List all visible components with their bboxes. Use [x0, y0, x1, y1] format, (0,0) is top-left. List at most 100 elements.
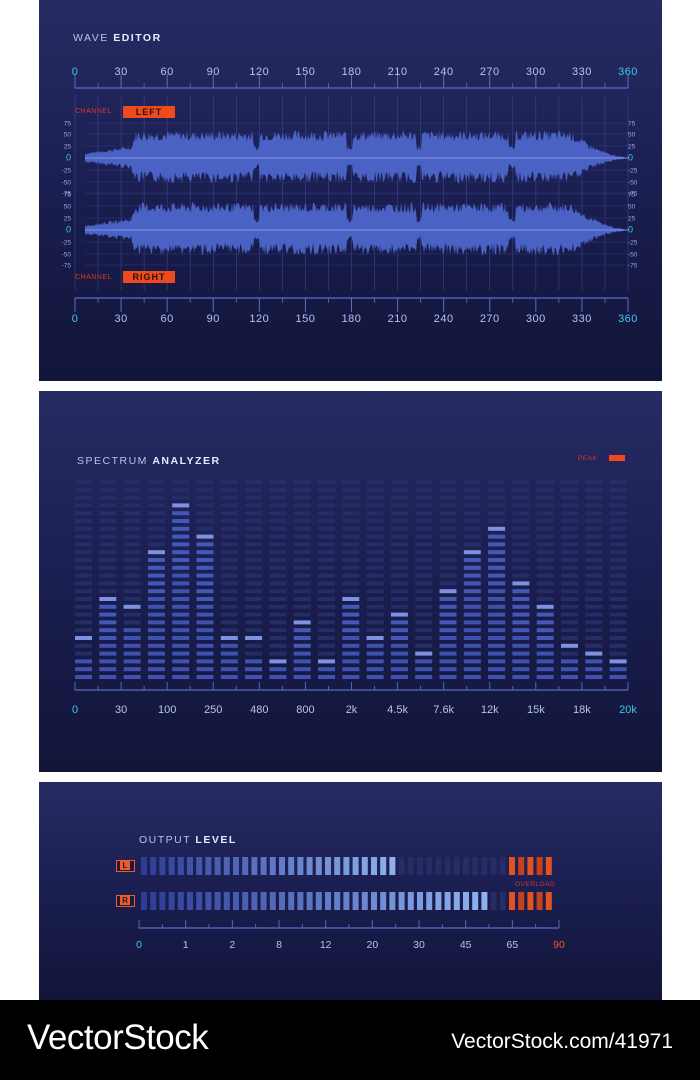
- amplitude-tick-label: -75: [62, 263, 72, 270]
- time-tick-label: 60: [161, 66, 174, 78]
- right-channel-waveform[interactable]: [85, 202, 629, 256]
- spectrum-band: [390, 480, 408, 679]
- right-channel-badge[interactable]: RIGHT: [123, 271, 175, 283]
- time-tick-label: 240: [434, 313, 454, 325]
- time-tick-label: 360: [618, 313, 638, 325]
- spectrum-band: [488, 480, 506, 679]
- right-meter-badge: R: [116, 895, 135, 907]
- spectrum-band: [75, 480, 92, 679]
- time-tick-label: 30: [114, 313, 127, 325]
- spectrum-band: [147, 480, 165, 679]
- amplitude-tick-label: 50: [628, 132, 636, 139]
- spectrum-band: [463, 480, 481, 679]
- time-tick-label: 360: [618, 66, 638, 78]
- amplitude-tick-label: 25: [628, 216, 636, 223]
- level-tick-label: 1: [183, 939, 189, 951]
- amplitude-tick-label: -50: [62, 252, 72, 259]
- wave-editor-title: WAVE EDITOR: [73, 32, 162, 44]
- spectrum-band: [293, 480, 311, 679]
- right-level-meter: [141, 892, 552, 910]
- spectrum-band: [439, 480, 457, 679]
- wave-editor-panel: WAVE EDITOR 0 30 60 90 120 150 180 210 240 270 300…: [39, 0, 662, 381]
- level-tick-label: 8: [276, 939, 282, 951]
- time-tick-label: 120: [249, 66, 269, 78]
- amplitude-tick-label: -50: [628, 252, 638, 259]
- frequency-tick-label: 20k: [619, 704, 637, 716]
- amplitude-tick-label: 0: [628, 153, 633, 163]
- amplitude-tick-label: -75: [628, 191, 638, 198]
- level-tick-label: 90: [553, 939, 565, 951]
- channel-label-left: CHANNEL: [75, 108, 112, 115]
- channel-label-right: CHANNEL: [75, 274, 112, 281]
- time-tick-label: 150: [295, 66, 315, 78]
- spectrum-band: [172, 480, 190, 679]
- level-tick-label: 65: [506, 939, 518, 951]
- time-tick-label: 180: [342, 66, 362, 78]
- spectrum-bands: [75, 480, 627, 679]
- spectrum-analyzer-panel: SPECTRUM ANALYZER PEAK 0 30 100 250 480 800 2k…: [39, 391, 662, 772]
- frequency-tick-label: 250: [204, 704, 222, 716]
- level-tick-label: 12: [320, 939, 332, 951]
- time-ruler-bottom[interactable]: 0 30 60 90 120 150 180 210 240 270 300 330 360: [72, 297, 638, 325]
- spectrum-display[interactable]: 0 30 100 250 480 800 2k 4.5k 7.6k 12k 15k 18k 20k: [39, 391, 662, 772]
- amplitude-tick-label: -75: [628, 263, 638, 270]
- output-level-panel: OUTPUT LEVEL L R OVERLOAD 0 1 2 8 12 20 30 45 65…: [39, 782, 662, 1000]
- amplitude-tick-label: 50: [64, 204, 72, 211]
- time-tick-label: 210: [388, 66, 408, 78]
- spectrum-band: [561, 480, 578, 679]
- spectrum-band: [196, 480, 214, 679]
- frequency-tick-label: 18k: [573, 704, 591, 716]
- spectrum-band: [609, 480, 627, 679]
- level-tick-label: 0: [136, 939, 142, 951]
- amplitude-tick-label: 25: [64, 216, 72, 223]
- time-tick-label: 330: [572, 66, 592, 78]
- level-tick-label: 45: [460, 939, 472, 951]
- peak-legend-swatch: [609, 455, 625, 461]
- amplitude-tick-label: 75: [64, 192, 72, 199]
- spectrum-band: [415, 480, 433, 679]
- frequency-tick-label: 480: [250, 704, 268, 716]
- image-url: VectorStock.com/41971: [451, 1030, 673, 1053]
- left-channel-waveform[interactable]: [85, 130, 629, 184]
- time-tick-label: 60: [161, 313, 174, 325]
- spectrum-band: [342, 480, 360, 679]
- time-tick-label: 300: [526, 313, 546, 325]
- amplitude-tick-label: 50: [628, 204, 636, 211]
- time-tick-label: 90: [207, 313, 220, 325]
- amplitude-tick-label: -50: [62, 180, 72, 187]
- frequency-tick-label: 30: [115, 704, 127, 716]
- left-channel-badge[interactable]: LEFT: [123, 106, 175, 118]
- frequency-tick-label: 15k: [527, 704, 545, 716]
- time-tick-label: 0: [72, 66, 79, 78]
- output-meters: 0 1 2 8 12 20 30 45 65 90: [136, 857, 565, 951]
- level-tick-label: 30: [413, 939, 425, 951]
- level-tick-label: 20: [366, 939, 378, 951]
- amplitude-tick-label: 50: [64, 132, 72, 139]
- left-level-meter: [141, 857, 552, 875]
- spectrum-band: [269, 480, 287, 679]
- frequency-tick-label: 100: [158, 704, 176, 716]
- time-tick-label: 120: [249, 313, 269, 325]
- frequency-tick-label: 2k: [346, 704, 358, 716]
- amplitude-tick-label: 75: [628, 121, 636, 128]
- time-tick-label: 180: [342, 313, 362, 325]
- amplitude-tick-label: -25: [62, 168, 72, 175]
- time-tick-label: 270: [480, 313, 500, 325]
- frequency-tick-label: 0: [72, 704, 78, 716]
- amplitude-tick-label: -50: [628, 180, 638, 187]
- amplitude-tick-label: -25: [628, 240, 638, 247]
- level-scale: 0 1 2 8 12 20 30 45 65 90: [136, 920, 565, 951]
- amplitude-tick-label: -25: [62, 240, 72, 247]
- amplitude-tick-label: 0: [628, 225, 633, 235]
- waveform-display[interactable]: 0 30 60 90 120 150 180 210 240 270 300 330 360 0 30 60…: [39, 0, 662, 381]
- frequency-tick-label: 800: [296, 704, 314, 716]
- time-tick-label: 300: [526, 66, 546, 78]
- frequency-tick-label: 7.6k: [433, 704, 454, 716]
- time-tick-label: 210: [388, 313, 408, 325]
- time-ruler-top[interactable]: 0 30 60 90 120 150 180 210 240 270 300 330 360: [72, 66, 638, 89]
- spectrum-band: [536, 480, 554, 679]
- amplitude-tick-label: 75: [64, 121, 72, 128]
- amplitude-tick-label: -75: [62, 191, 72, 198]
